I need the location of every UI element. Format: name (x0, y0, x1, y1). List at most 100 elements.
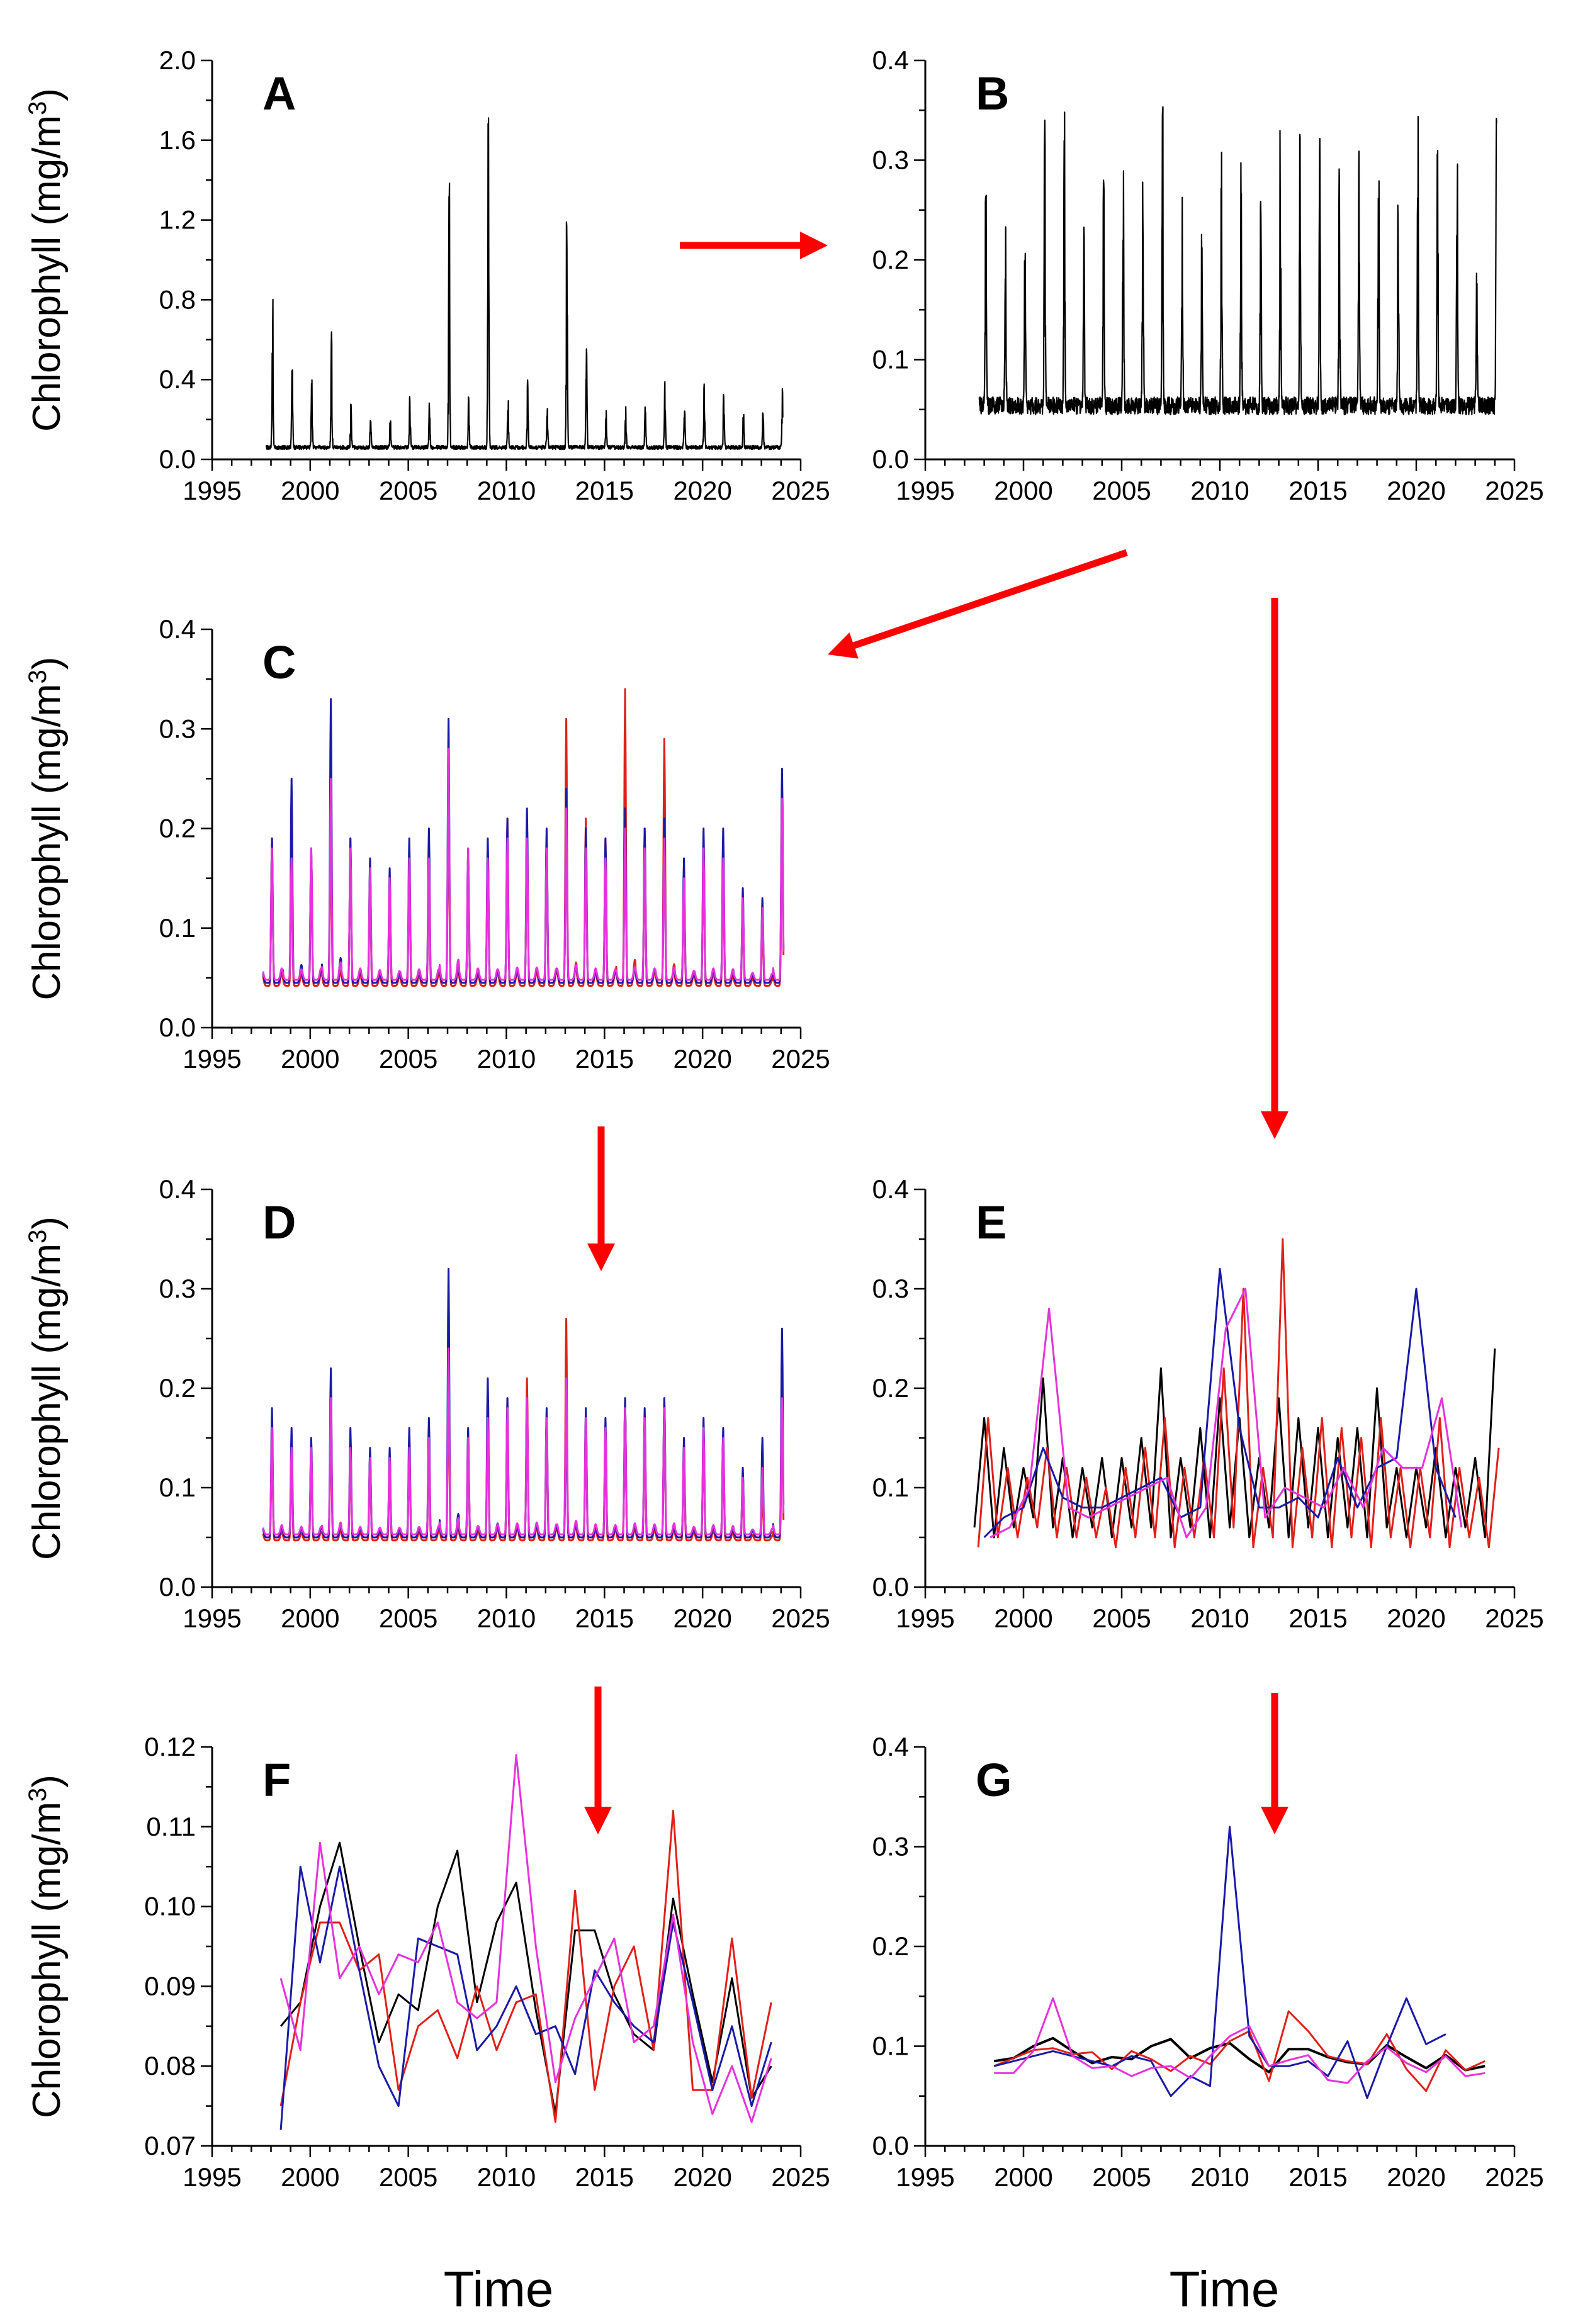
y-tick-label: 0.0 (159, 1572, 196, 1602)
x-tick-label: 2000 (994, 2162, 1052, 2192)
y-tick-label: 0.8 (159, 284, 196, 314)
x-tick-label: 2025 (771, 1603, 830, 1633)
y-tick-label: 0.1 (872, 345, 909, 374)
y-axis-title: Chlorophyll (mg/m3) (24, 1216, 69, 1560)
series-line-magenta (994, 1997, 1486, 2084)
x-tick-label: 1995 (896, 1603, 954, 1633)
x-tick-label: 2000 (281, 1044, 339, 1074)
x-tick-label: 2025 (771, 1044, 830, 1074)
y-tick-label: 0.4 (872, 45, 909, 75)
arrow-d-to-f (584, 1687, 612, 1834)
series-line-daily-chlorophyll (265, 117, 784, 451)
x-tick-label: 2010 (1190, 2162, 1249, 2192)
x-tick-label: 2025 (1485, 2162, 1543, 2192)
x-tick-label: 2015 (575, 476, 634, 505)
panel-C: 1995 2000 2005 2010 2015 2020 2025 0.0 0.1 0.2 0.3… (24, 614, 830, 1074)
x-tick-label: 2000 (281, 1603, 339, 1633)
y-tick-label: 0.2 (872, 245, 909, 274)
x-tick-label: 2000 (281, 2162, 339, 2192)
panel-letter-D: D (262, 1196, 296, 1249)
y-tick-label: 0.4 (872, 1732, 909, 1761)
x-tick-label: 2015 (575, 1044, 634, 1074)
y-tick-label: 0.3 (872, 1274, 909, 1303)
y-tick-label: 0.0 (872, 444, 909, 474)
panel-letter-E: E (976, 1196, 1006, 1249)
panel-F: 1995 2000 2005 2010 2015 2020 2025 0.07 0.08 0.09… (24, 1732, 830, 2192)
arrow-c-to-d (587, 1126, 615, 1271)
x-tick-label: 2005 (1092, 476, 1151, 505)
x-tick-label: 2010 (1190, 476, 1249, 505)
x-axis-title-right: Time (1170, 2261, 1280, 2317)
y-tick-label: 0.1 (872, 1473, 909, 1502)
y-axis-title: Chlorophyll (mg/m3) (24, 88, 69, 432)
x-tick-label: 2025 (771, 2162, 830, 2192)
series-line-magenta (279, 1754, 772, 2123)
panel-letter-A: A (262, 67, 296, 120)
y-axis-title: Chlorophyll (mg/m3) (24, 1775, 69, 2118)
series-line-magenta (990, 1288, 1463, 1539)
y-tick-label: 0.2 (159, 1373, 196, 1403)
panel-A: 1995 2000 2005 2010 2015 2020 2025 0.0 0.4 0.8 1.2… (24, 45, 830, 505)
y-tick-label: 1.2 (159, 205, 196, 235)
x-tick-label: 2010 (477, 476, 536, 505)
series-line-filtered-daily-chlorophyll (978, 106, 1497, 415)
y-tick-label: 0.4 (159, 614, 196, 644)
y-tick-label: 0.09 (144, 1971, 196, 2001)
x-tick-label: 2005 (379, 476, 437, 505)
y-tick-label: 0.3 (159, 714, 196, 743)
y-tick-label: 0.1 (159, 1473, 196, 1502)
x-tick-label: 2000 (994, 476, 1052, 505)
x-tick-label: 2020 (1387, 1603, 1445, 1633)
y-tick-label: 2.0 (159, 45, 196, 75)
x-tick-label: 2000 (281, 476, 339, 505)
x-tick-label: 2010 (477, 1603, 536, 1633)
y-tick-label: 0.3 (872, 145, 909, 175)
x-tick-label: 1995 (183, 1044, 241, 1074)
y-tick-label: 0.08 (144, 2051, 196, 2080)
x-tick-label: 2005 (379, 1603, 437, 1633)
arrow-b-to-e (1261, 598, 1288, 1139)
x-tick-label: 2025 (1485, 1603, 1543, 1633)
panel-letter-C: C (262, 636, 296, 688)
y-tick-label: 0.4 (872, 1174, 909, 1204)
x-tick-label: 2000 (994, 1603, 1052, 1633)
series-line-red (279, 1809, 772, 2123)
y-tick-label: 0.12 (144, 1732, 196, 1761)
x-tick-label: 1995 (183, 476, 241, 505)
x-tick-label: 2020 (673, 2162, 731, 2192)
panel-D: 1995 2000 2005 2010 2015 2020 2025 0.0 0.1 0.2 0.3… (24, 1174, 830, 1633)
x-tick-label: 2005 (1092, 1603, 1151, 1633)
arrow-a-to-b (680, 232, 828, 259)
y-tick-label: 0.1 (872, 2031, 909, 2061)
panel-G: 1995 2000 2005 2010 2015 2020 2025 0.0 0.1 0.2 0.3… (872, 1732, 1544, 2192)
panel-letter-B: B (976, 67, 1009, 120)
x-tick-label: 1995 (183, 1603, 241, 1633)
y-tick-label: 0.4 (159, 1174, 196, 1204)
x-tick-label: 2025 (771, 476, 830, 505)
y-tick-label: 0.10 (144, 1892, 196, 1921)
series-line-blue (993, 1826, 1446, 2099)
x-tick-label: 2010 (1190, 1603, 1249, 1633)
y-axis-title: Chlorophyll (mg/m3) (24, 657, 69, 1001)
x-tick-label: 2015 (575, 1603, 634, 1633)
y-tick-label: 0.2 (159, 814, 196, 843)
y-tick-label: 0.0 (159, 1013, 196, 1042)
panel-letter-F: F (262, 1754, 291, 1806)
series-line-black (279, 1841, 772, 2115)
y-tick-label: 0.0 (159, 444, 196, 474)
series-line-magenta (262, 1347, 785, 1535)
x-axis-title-left: Time (444, 2261, 554, 2317)
panel-letter-G: G (976, 1754, 1012, 1806)
y-tick-label: 0.0 (872, 1572, 909, 1602)
series-line-magenta (262, 748, 785, 981)
x-tick-label: 2005 (379, 1044, 437, 1074)
panel-E: 1995 2000 2005 2010 2015 2020 2025 0.0 0.1 0.2 0.3… (872, 1174, 1544, 1633)
x-tick-label: 1995 (896, 2162, 954, 2192)
panel-B: 1995 2000 2005 2010 2015 2020 2025 0.0 0.1 0.2 0.3… (872, 45, 1544, 505)
x-tick-label: 2015 (1288, 476, 1347, 505)
y-tick-label: 0.3 (159, 1274, 196, 1303)
arrow-e-to-g (1261, 1693, 1288, 1834)
y-tick-label: 0.1 (159, 913, 196, 943)
x-tick-label: 2020 (673, 1603, 731, 1633)
y-tick-label: 0.07 (144, 2131, 196, 2160)
